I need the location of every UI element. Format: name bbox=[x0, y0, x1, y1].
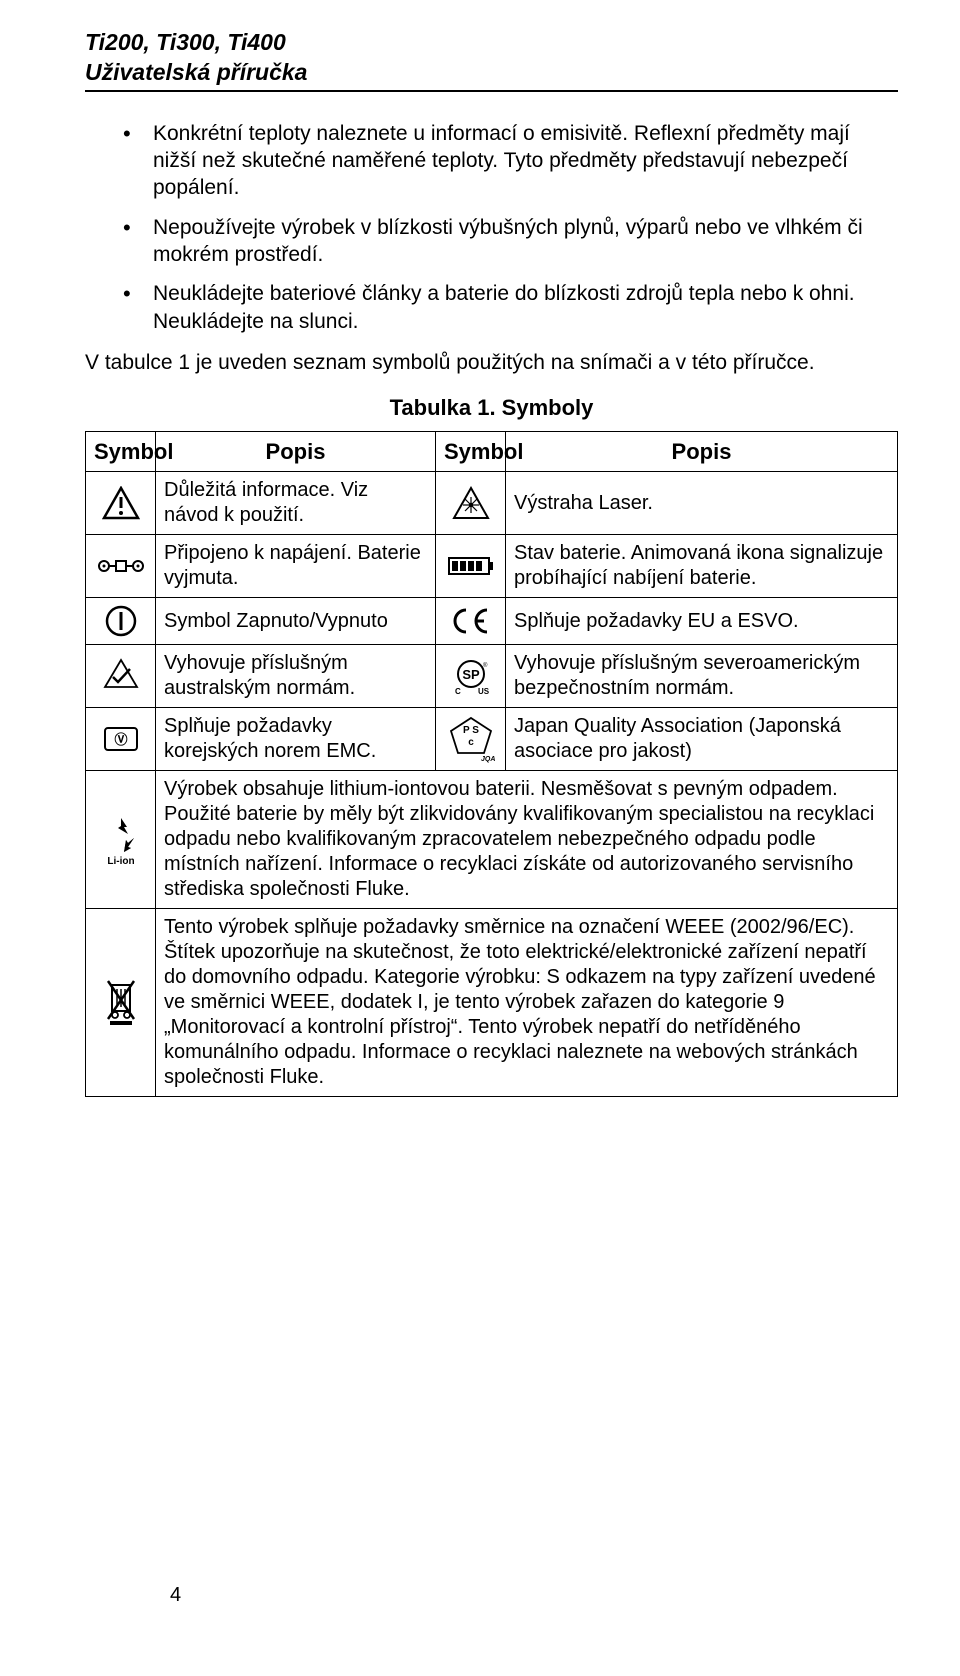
svg-text:US: US bbox=[478, 687, 490, 696]
svg-text:SP: SP bbox=[462, 667, 480, 682]
table-intro-text: V tabulce 1 je uveden seznam symbolů pou… bbox=[85, 349, 898, 376]
document-subtitle: Uživatelská příručka bbox=[85, 58, 898, 92]
svg-text:Li-ion: Li-ion bbox=[107, 856, 134, 866]
desc-right: Splňuje požadavky EU a ESVO. bbox=[506, 598, 898, 645]
table-caption: Tabulka 1. Symboly bbox=[85, 394, 898, 423]
header-symbol-right: Symbol bbox=[436, 431, 506, 472]
desc-right: Výstraha Laser. bbox=[506, 472, 898, 535]
desc-right: Vyhovuje příslušným severoamerickým bezp… bbox=[506, 645, 898, 708]
battery-status-icon bbox=[436, 535, 506, 598]
table-row: Připojeno k napájení. Baterie vyjmuta. S… bbox=[86, 535, 898, 598]
kc-mark-icon: Ⓥ bbox=[86, 708, 156, 771]
c-tick-icon bbox=[86, 645, 156, 708]
svg-text:JQA: JQA bbox=[481, 756, 495, 763]
weee-bin-icon bbox=[86, 909, 156, 1097]
desc-left: Splňuje požadavky korejských norem EMC. bbox=[156, 708, 436, 771]
svg-text:P S: P S bbox=[463, 725, 479, 736]
bullet-item: Konkrétní teploty naleznete u informací … bbox=[123, 120, 898, 202]
ce-mark-icon bbox=[436, 598, 506, 645]
header-symbol-left: Symbol bbox=[86, 431, 156, 472]
desc-left: Připojeno k napájení. Baterie vyjmuta. bbox=[156, 535, 436, 598]
table-row: Ⓥ Splňuje požadavky korejských norem EMC… bbox=[86, 708, 898, 771]
table-header-row: Symbol Popis Symbol Popis bbox=[86, 431, 898, 472]
desc-left: Důležitá informace. Viz návod k použití. bbox=[156, 472, 436, 535]
desc-right: Japan Quality Association (Japonská asoc… bbox=[506, 708, 898, 771]
wide-desc: Tento výrobek splňuje požadavky směrnice… bbox=[156, 909, 898, 1097]
symbols-table: Symbol Popis Symbol Popis Důležitá infor… bbox=[85, 431, 898, 1098]
header-desc-left: Popis bbox=[156, 431, 436, 472]
table-row: Tento výrobek splňuje požadavky směrnice… bbox=[86, 909, 898, 1097]
desc-right: Stav baterie. Animovaná ikona signalizuj… bbox=[506, 535, 898, 598]
power-connected-icon bbox=[86, 535, 156, 598]
svg-text:Ⓥ: Ⓥ bbox=[114, 732, 127, 747]
svg-text:®: ® bbox=[483, 662, 488, 669]
table-row: Li-ion Výrobek obsahuje lithium-iontovou… bbox=[86, 771, 898, 909]
table-row: Symbol Zapnuto/Vypnuto Splňuje požadavky… bbox=[86, 598, 898, 645]
model-numbers: Ti200, Ti300, Ti400 bbox=[85, 28, 898, 58]
table-row: Vyhovuje příslušným australským normám. … bbox=[86, 645, 898, 708]
laser-warning-icon bbox=[436, 472, 506, 535]
svg-text:C: C bbox=[455, 687, 461, 696]
svg-text:c: c bbox=[468, 737, 474, 748]
table-row: Důležitá informace. Viz návod k použití.… bbox=[86, 472, 898, 535]
li-ion-recycle-icon: Li-ion bbox=[86, 771, 156, 909]
bullet-item: Nepoužívejte výrobek v blízkosti výbušný… bbox=[123, 214, 898, 269]
safety-bullet-list: Konkrétní teploty naleznete u informací … bbox=[85, 120, 898, 335]
jqa-mark-icon: P Sc JQA bbox=[436, 708, 506, 771]
desc-left: Symbol Zapnuto/Vypnuto bbox=[156, 598, 436, 645]
document-header: Ti200, Ti300, Ti400 Uživatelská příručka bbox=[85, 28, 898, 92]
page-number: 4 bbox=[170, 1582, 181, 1608]
header-desc-right: Popis bbox=[506, 431, 898, 472]
wide-desc: Výrobek obsahuje lithium-iontovou bateri… bbox=[156, 771, 898, 909]
desc-left: Vyhovuje příslušným australským normám. bbox=[156, 645, 436, 708]
warning-icon bbox=[86, 472, 156, 535]
bullet-item: Neukládejte bateriové články a baterie d… bbox=[123, 280, 898, 335]
csa-mark-icon: SP® C US bbox=[436, 645, 506, 708]
power-on-off-icon bbox=[86, 598, 156, 645]
